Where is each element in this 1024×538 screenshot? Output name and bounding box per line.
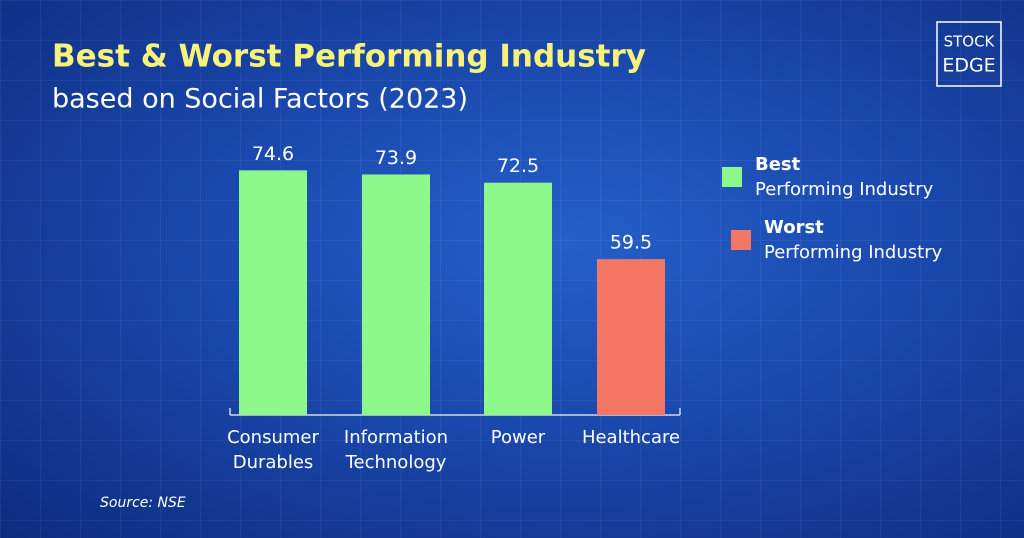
chart-title: Best & Worst Performing Industry [52, 39, 646, 75]
legend-sublabel: Performing Industry [755, 179, 934, 200]
logo-text: EDGE [942, 55, 995, 77]
x-tick-label: Information Technology [343, 427, 449, 473]
x-tick-label: Healthcare [581, 427, 681, 448]
bar [597, 259, 665, 415]
logo-box [936, 21, 1002, 87]
source: Source: NSE [100, 495, 186, 511]
x-tick-label: Power [490, 427, 546, 448]
value-label: 59.5 [610, 232, 652, 254]
legend-swatch [731, 230, 751, 250]
value-label: 72.5 [497, 155, 539, 177]
bar [239, 170, 307, 415]
bar [362, 174, 430, 415]
logo-text: STOCK [944, 33, 996, 51]
legend-sublabel: Performing Industry [764, 242, 943, 263]
value-label: 73.9 [375, 147, 417, 169]
legend-swatch [722, 167, 742, 187]
x-tick-label: Consumer Durables [227, 427, 319, 473]
legend-label: Best [755, 154, 801, 175]
bar [484, 182, 552, 415]
value-label: 74.6 [252, 143, 294, 165]
legend-label: Worst [764, 217, 824, 238]
chart-subtitle: based on Social Factors (2023) [52, 84, 468, 115]
